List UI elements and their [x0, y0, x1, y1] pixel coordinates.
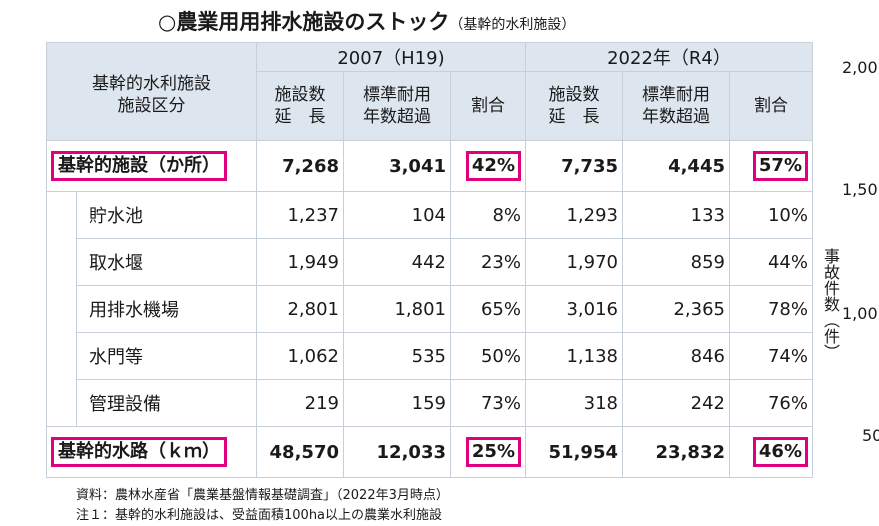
table-row: 水門等 1,062 535 50% 1,138 846 74%	[46, 332, 813, 380]
table-row-major-channels: 基幹的水路（ｋｍ） 48,570 12,033 25% 51,954 23,83…	[46, 426, 813, 478]
count-header-2022: 施設数 延 長	[525, 71, 623, 141]
count-header-2007: 施設数 延 長	[256, 71, 344, 141]
y-tick-label: 1,00	[842, 304, 878, 323]
y-tick-label: 1,50	[842, 180, 878, 199]
count-2022: 1,293	[525, 191, 623, 239]
ratio-2022: 57%	[729, 140, 813, 192]
exceed-2007: 535	[343, 332, 451, 380]
exceed-2022: 242	[622, 379, 730, 427]
count-2007: 219	[256, 379, 344, 427]
header-row-years: 基幹的水利施設 施設区分 2007（H19) 2022年（R4）	[46, 42, 813, 141]
row-label: 水門等	[76, 332, 257, 380]
count-2007: 1,949	[256, 238, 344, 286]
y-tick-label: 50	[862, 426, 879, 445]
indent-cell	[46, 285, 77, 333]
table-row: 貯水池 1,237 104 8% 1,293 133 10%	[46, 191, 813, 239]
count-2022: 318	[525, 379, 623, 427]
highlight-box: 42%	[465, 151, 521, 181]
ratio-2007: 25%	[450, 426, 526, 478]
ratio-2022: 44%	[729, 238, 813, 286]
exceed-2007: 3,041	[343, 140, 451, 192]
count-2022: 3,016	[525, 285, 623, 333]
ratio-2022: 78%	[729, 285, 813, 333]
page-subtitle: （基幹的水利施設）	[449, 17, 576, 33]
exceed-2022: 2,365	[622, 285, 730, 333]
header-row-columns: 施設数 延 長 標準耐用 年数超過 割合 施設数 延 長 標準耐用 年数超過 割…	[47, 71, 813, 141]
ratio-2007: 23%	[450, 238, 526, 286]
count-2007: 1,237	[256, 191, 344, 239]
table-row: 管理設備 219 159 73% 318 242 76%	[46, 379, 813, 427]
ratio-header-2022: 割合	[729, 71, 813, 141]
y-tick-label: 2,00	[842, 58, 878, 77]
ratio-2007: 73%	[450, 379, 526, 427]
count-2022: 1,138	[525, 332, 623, 380]
exceed-2007: 104	[343, 191, 451, 239]
year-2007-header: 2007（H19)	[256, 42, 526, 72]
exceed-2022: 846	[622, 332, 730, 380]
category-header: 基幹的水利施設 施設区分	[46, 42, 257, 141]
y-axis-label: 事故件数（件）	[821, 248, 840, 360]
highlight-box: 基幹的水路（ｋｍ）	[51, 437, 227, 467]
count-2007: 48,570	[256, 426, 344, 478]
ratio-2007: 50%	[450, 332, 526, 380]
exceed-2022: 23,832	[622, 426, 730, 478]
year-2022-header: 2022年（R4）	[525, 42, 813, 72]
page-title: ○農業用用排水施設のストック（基幹的水利施設）	[158, 10, 576, 34]
table-row: 取水堰 1,949 442 23% 1,970 859 44%	[46, 238, 813, 286]
highlight-box: 基幹的施設（か所）	[51, 151, 227, 181]
notes: 資料：農林水産省「農業基盤情報基礎調査」（2022年3月時点） 注１：基幹的水利…	[76, 486, 449, 526]
exceed-header-2022: 標準耐用 年数超過	[622, 71, 730, 141]
table-row: 用排水機場 2,801 1,801 65% 3,016 2,365 78%	[46, 285, 813, 333]
highlight-box: 46%	[752, 437, 808, 467]
footnote-1: 注１：基幹的水利施設は、受益面積100ha以上の農業水利施設	[76, 508, 443, 523]
exceed-header-2007: 標準耐用 年数超過	[343, 71, 451, 141]
count-2022: 7,735	[525, 140, 623, 192]
ratio-2007: 65%	[450, 285, 526, 333]
ratio-2022: 46%	[729, 426, 813, 478]
ratio-2007: 42%	[450, 140, 526, 192]
row-label: 貯水池	[76, 191, 257, 239]
exceed-2007: 12,033	[343, 426, 451, 478]
ratio-2022: 76%	[729, 379, 813, 427]
count-2022: 1,970	[525, 238, 623, 286]
ratio-header-2007: 割合	[450, 71, 526, 141]
ratio-2022: 74%	[729, 332, 813, 380]
ratio-2007: 8%	[450, 191, 526, 239]
exceed-2022: 133	[622, 191, 730, 239]
indent-cell	[46, 379, 77, 427]
indent-cell	[46, 332, 77, 380]
stock-table: 基幹的水利施設 施設区分 2007（H19) 2022年（R4） 施設数 延 長…	[46, 42, 813, 478]
highlight-box: 57%	[752, 151, 808, 181]
indent-cell	[46, 191, 77, 239]
exceed-2007: 1,801	[343, 285, 451, 333]
highlight-box: 25%	[465, 437, 521, 467]
count-2007: 2,801	[256, 285, 344, 333]
count-2022: 51,954	[525, 426, 623, 478]
exceed-2007: 159	[343, 379, 451, 427]
exceed-2022: 859	[622, 238, 730, 286]
count-2007: 1,062	[256, 332, 344, 380]
row-label: 用排水機場	[76, 285, 257, 333]
exceed-2022: 4,445	[622, 140, 730, 192]
row-label: 取水堰	[76, 238, 257, 286]
row-label: 管理設備	[76, 379, 257, 427]
count-2007: 7,268	[256, 140, 344, 192]
source-note: 資料：農林水産省「農業基盤情報基礎調査」（2022年3月時点）	[76, 488, 449, 503]
indent-cell	[46, 238, 77, 286]
exceed-2007: 442	[343, 238, 451, 286]
row-label: 基幹的施設（か所）	[46, 140, 257, 192]
ratio-2022: 10%	[729, 191, 813, 239]
table-row-major-facilities: 基幹的施設（か所） 7,268 3,041 42% 7,735 4,445 57…	[46, 140, 813, 192]
row-label: 基幹的水路（ｋｍ）	[46, 426, 257, 478]
